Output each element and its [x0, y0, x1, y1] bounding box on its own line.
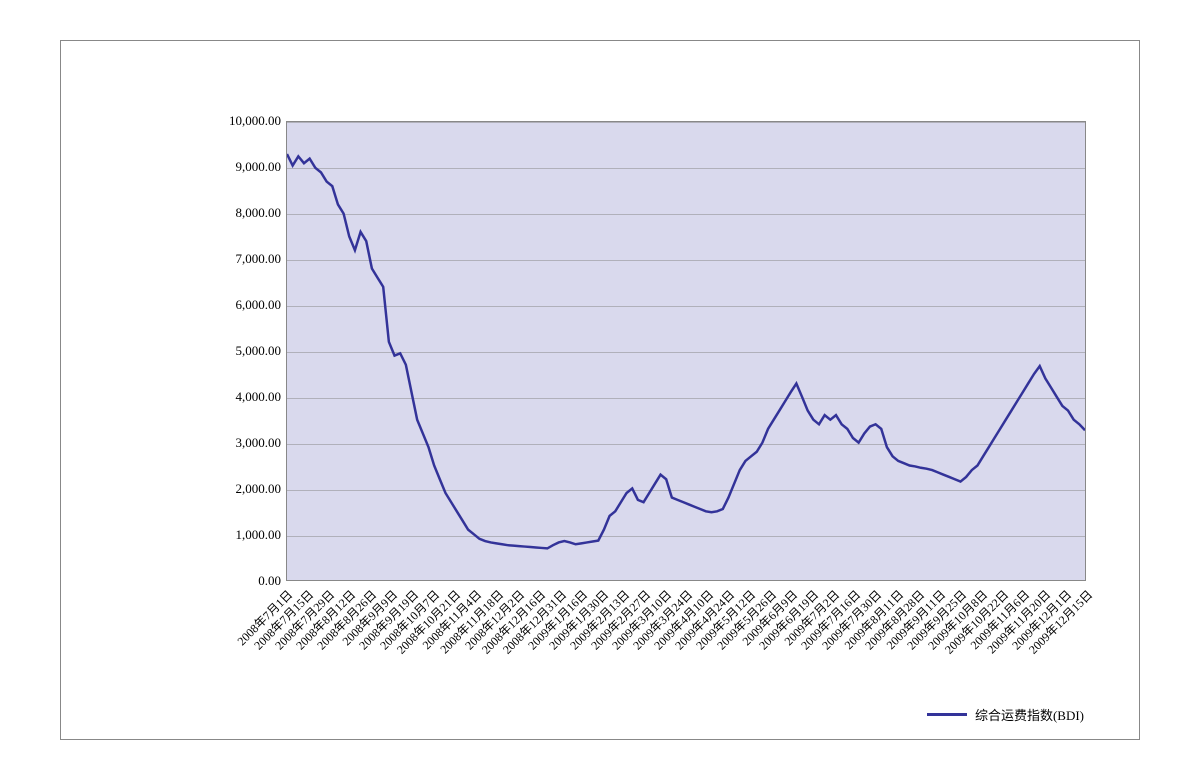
y-tick-label: 2,000.00 [236, 481, 282, 497]
y-tick-label: 8,000.00 [236, 205, 282, 221]
y-tick-label: 9,000.00 [236, 159, 282, 175]
y-tick-label: 5,000.00 [236, 343, 282, 359]
y-tick-label: 10,000.00 [229, 113, 281, 129]
bdi-line [287, 154, 1085, 548]
chart-container: 0.00 1,000.00 2,000.00 3,000.00 4,000.00 5,00… [60, 40, 1140, 740]
y-tick-label: 0.00 [258, 573, 281, 589]
y-tick-label: 6,000.00 [236, 297, 282, 313]
legend-label: 综合运费指数(BDI) [975, 705, 1084, 724]
legend-line-sample [927, 713, 967, 716]
y-tick-label: 3,000.00 [236, 435, 282, 451]
chart-legend: 综合运费指数(BDI) [927, 705, 1084, 724]
plot-area [286, 121, 1086, 581]
line-chart-svg [287, 122, 1085, 580]
y-tick-label: 1,000.00 [236, 527, 282, 543]
y-tick-label: 7,000.00 [236, 251, 282, 267]
y-axis: 0.001,000.002,000.003,000.004,000.005,00… [201, 121, 281, 581]
y-tick-label: 4,000.00 [236, 389, 282, 405]
